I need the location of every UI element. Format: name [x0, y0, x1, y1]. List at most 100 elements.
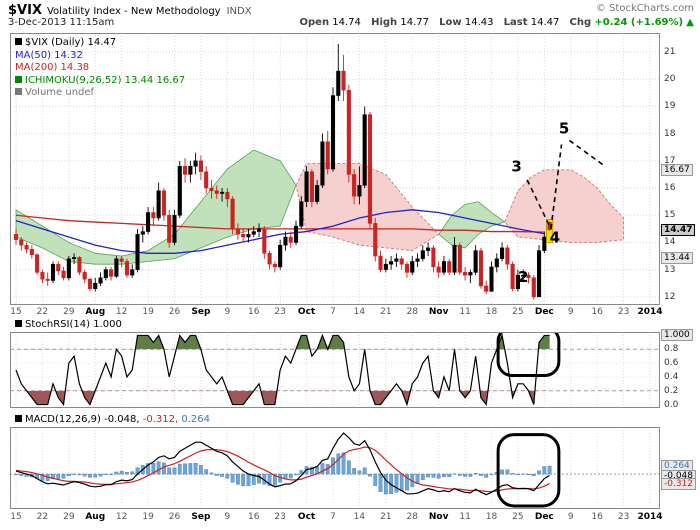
annotation-dashed-line [568, 139, 606, 167]
date-tick-9: 9 [567, 307, 574, 317]
legend-item: MA(50) 14.32 [15, 50, 185, 63]
last-value: 14.47 [530, 17, 560, 28]
price-chart-panel: 2 3 4 5 [10, 33, 660, 305]
date-tick-16: 16 [248, 512, 260, 522]
ma50-line [15, 209, 545, 254]
date-tick-28: 28 [406, 512, 418, 522]
date-tick-23: 23 [274, 512, 286, 522]
ichimoku-cloud-red [504, 169, 625, 243]
date-tick-29: 29 [63, 512, 75, 522]
date-tick-Dec: Dec [534, 307, 554, 317]
macd-svg [10, 427, 660, 509]
macd-axis-0.264: 0.264 [661, 460, 693, 473]
date-tick-25: 25 [512, 512, 524, 522]
right-price-axis: 21 20 19 18 17 16 15 14 13 12 16.67 14.47 13.44 1.000… [661, 0, 700, 530]
stochrsi-svg [10, 332, 660, 408]
chart-datetime: 3-Dec-2013 11:15am [8, 17, 115, 28]
macd-axis--0.312: -0.312 [661, 477, 697, 490]
legend-item-label: Volume undef [25, 87, 95, 98]
date-tick-14: 14 [353, 512, 366, 522]
stochrsi-line [15, 333, 550, 407]
date-tick-9: 9 [567, 512, 574, 522]
date-tick-18: 18 [485, 512, 498, 522]
date-tick-23: 23 [274, 307, 286, 317]
macd-values: -0.048, -0.312, 0.264 [101, 414, 210, 425]
date-tick-21: 21 [380, 307, 392, 317]
date-tick-Oct: Oct [297, 307, 316, 317]
chart-legend: $VIX (Daily) 14.47 MA(50) 14.32 MA(200) 14… [15, 37, 185, 100]
macd-value: 0.264 [178, 414, 210, 425]
price-gridlines [10, 33, 660, 305]
date-tick-Oct: Oct [297, 512, 316, 522]
stoch-tick-0.2: 0.2 [664, 385, 679, 396]
date-tick-2014: 2014 [637, 307, 663, 317]
ichimoku-icon [15, 75, 22, 83]
price-tick-19: 19 [664, 101, 676, 112]
date-tick-12: 12 [115, 512, 128, 522]
macd-value: -0.312, [139, 414, 179, 425]
stoch-tick-0.0: 0.0 [664, 399, 679, 410]
high-value: 14.77 [400, 17, 429, 28]
price-label-14.47: 14.47 [661, 223, 696, 236]
macd-name: MACD(12,26,9) [25, 414, 101, 425]
annotation-number-5: 5 [559, 120, 569, 138]
stochrsi-label: StochRSI(14) 1.000 [15, 319, 122, 330]
high-label: High [371, 17, 398, 28]
annotations: 2 3 4 5 [511, 120, 606, 286]
macd-gridlines [10, 427, 660, 509]
date-tick-Dec: Dec [534, 512, 554, 522]
stoch-overbought-fill [16, 335, 550, 350]
date-tick-9: 9 [224, 307, 231, 317]
stoch-tick-0.4: 0.4 [664, 371, 679, 382]
stoch-tick-0.6: 0.6 [664, 358, 679, 369]
open-value: 14.74 [332, 17, 361, 28]
date-tick-14: 14 [353, 307, 366, 317]
date-tick-11: 11 [459, 307, 471, 317]
date-tick-25: 25 [512, 307, 524, 317]
last-candle-highlight [546, 219, 554, 244]
date-tick-12: 12 [115, 307, 128, 317]
date-tick-26: 26 [168, 512, 181, 522]
low-label: Low [439, 17, 462, 28]
price-label-13.44: 13.44 [661, 251, 693, 264]
last-label: Last [503, 17, 528, 28]
candlestick-icon [15, 38, 22, 45]
date-tick-Nov: Nov [428, 512, 449, 522]
date-tick-22: 22 [36, 512, 49, 522]
date-tick-28: 28 [406, 307, 418, 317]
legend-item-label: ICHIMOKU(9,26,52) 13.44 16.67 [25, 74, 186, 86]
price-tick-17: 17 [664, 155, 676, 166]
date-tick-23: 23 [617, 512, 630, 522]
price-tick-18: 18 [664, 128, 676, 139]
stoch-value-box: 1.000 [661, 329, 693, 342]
stoch-oversold-fill [16, 390, 550, 405]
date-axis-top: 15 22 29 Aug 12 19 26 Sep 9 16 23 Oct 7 14 21 28 Nov 11 18… [0, 307, 700, 319]
annotation-number-3: 3 [511, 158, 521, 176]
date-tick-22: 22 [36, 307, 49, 317]
date-tick-Aug: Aug [85, 307, 106, 317]
legend-item: ICHIMOKU(9,26,52) 13.44 16.67 [15, 75, 185, 88]
date-tick-Sep: Sep [191, 307, 211, 317]
volume-icon [15, 88, 22, 95]
ichimoku-cloud-green [438, 201, 506, 249]
date-tick-15: 15 [10, 307, 22, 317]
date-tick-16: 16 [591, 512, 603, 522]
date-tick-Nov: Nov [428, 307, 449, 317]
macd-panel [10, 427, 660, 509]
stochrsi-icon [15, 320, 22, 327]
exchange: INDX [226, 6, 252, 17]
date-tick-11: 11 [459, 512, 471, 522]
legend-item-label: MA(50) 14.32 [15, 49, 83, 61]
date-tick-19: 19 [142, 307, 154, 317]
date-tick-15: 15 [10, 512, 22, 522]
low-value: 14.43 [464, 17, 494, 28]
date-tick-Aug: Aug [85, 512, 106, 522]
price-tick-21: 21 [664, 47, 676, 58]
price-label-16.67: 16.67 [661, 163, 693, 176]
candlesticks [13, 43, 554, 300]
up-arrow-icon: ▲ [686, 17, 694, 28]
price-tick-12: 12 [664, 291, 676, 302]
price-tick-13: 13 [664, 264, 676, 275]
date-axis-bottom: 15 22 29 Aug 12 19 26 Sep 9 16 23 Oct 7 14 21 28 Nov 11 18… [0, 512, 700, 524]
annotation-dashed-line [526, 179, 552, 230]
